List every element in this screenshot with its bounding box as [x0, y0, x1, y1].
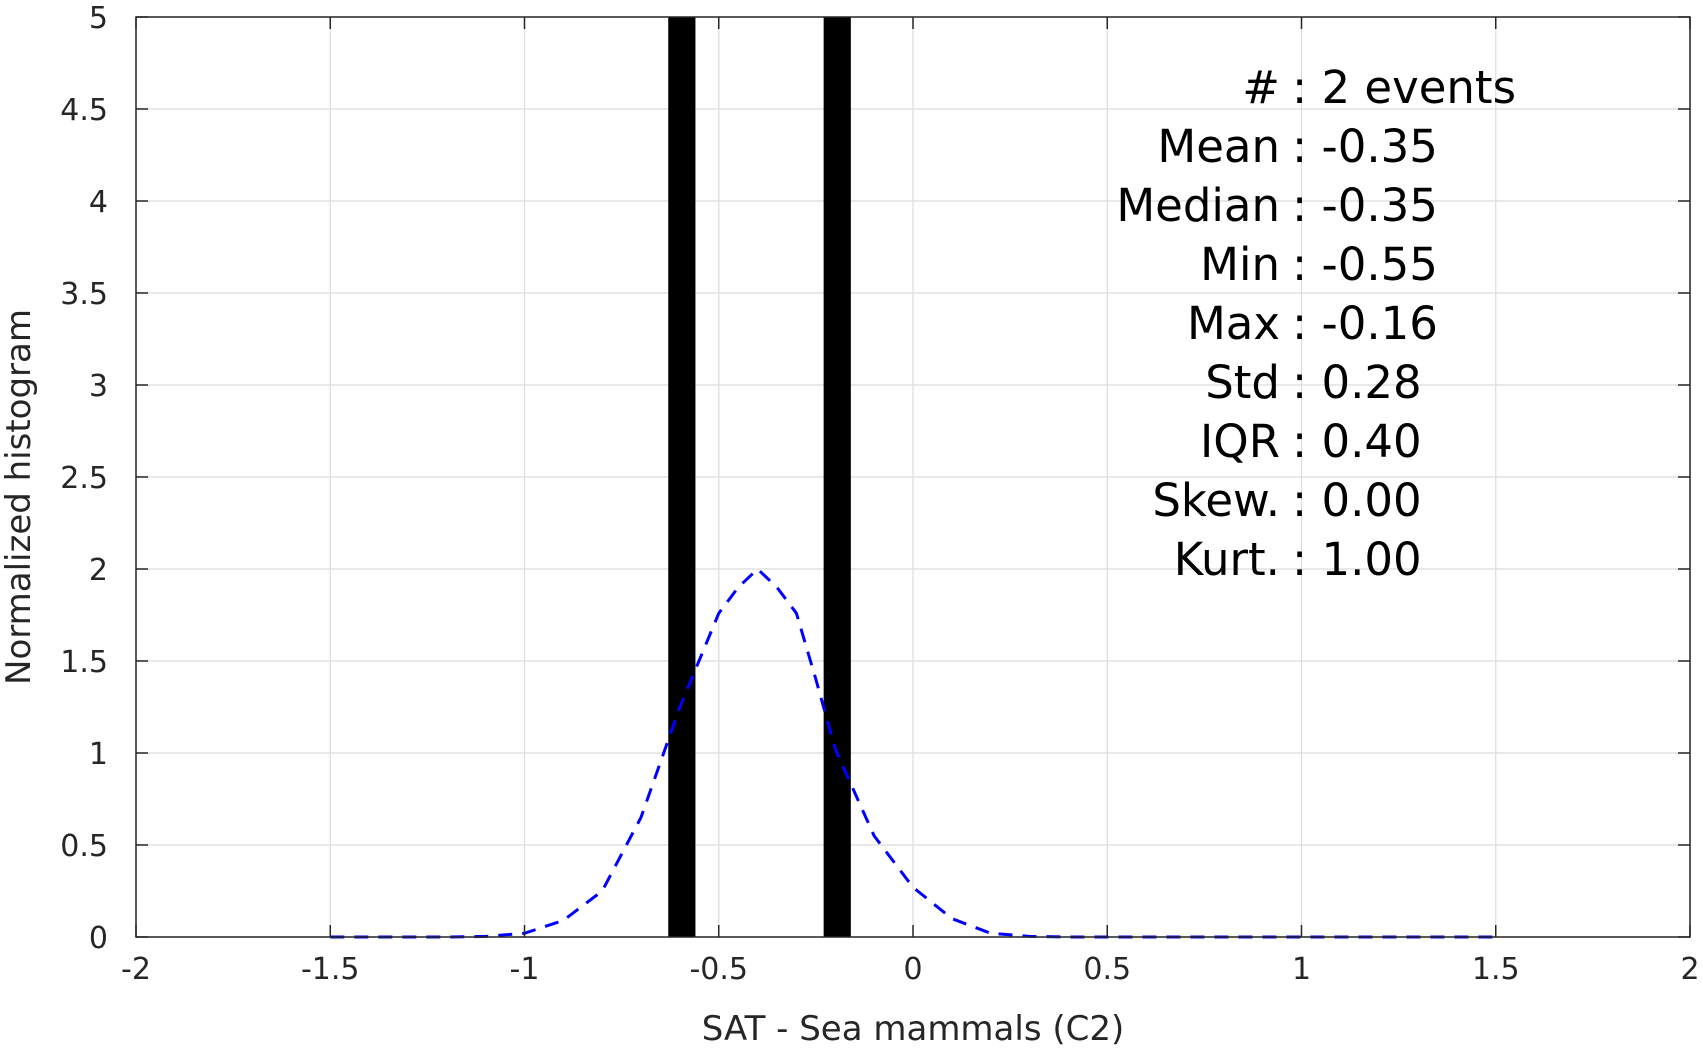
fit-curve-line: [330, 566, 1496, 939]
histogram-bar: [823, 17, 851, 937]
y-tick-label: 1.5: [60, 645, 108, 680]
y-tick-labels: 0 0.5 1 1.5 2 2.5 3 3.5 4 4.5 5: [60, 1, 108, 956]
stat-value: : -0.16: [1292, 297, 1438, 350]
y-tick-label: 2.5: [60, 461, 108, 496]
x-tick-label: 0.5: [1083, 952, 1131, 987]
y-tick-label: 0: [89, 921, 108, 956]
y-tick-label: 1: [89, 737, 108, 772]
x-tick-label: -1: [510, 952, 540, 987]
stat-value: : 1.00: [1292, 533, 1422, 586]
y-tick-label: 5: [89, 1, 108, 36]
y-axis-label: Normalized histogram: [0, 309, 39, 685]
stat-label: Min: [1200, 238, 1280, 291]
stat-value: : -0.35: [1292, 179, 1438, 232]
stat-label: Mean: [1157, 120, 1280, 173]
x-tick-label: 2: [1680, 952, 1699, 987]
y-tick-label: 2: [89, 553, 108, 588]
x-tick-label: -2: [121, 952, 151, 987]
y-tick-label: 4.5: [60, 93, 108, 128]
stat-label: Median: [1116, 179, 1280, 232]
y-tick-label: 4: [89, 185, 108, 220]
stat-value: : 0.00: [1292, 474, 1422, 527]
stat-label: Skew.: [1152, 474, 1280, 527]
stat-value: : 2 events: [1292, 61, 1516, 114]
x-tick-label: 1.5: [1472, 952, 1520, 987]
x-tick-label: -0.5: [689, 952, 748, 987]
y-tick-label: 0.5: [60, 829, 108, 864]
y-tick-label: 3: [89, 369, 108, 404]
stat-value: : 0.28: [1292, 356, 1422, 409]
x-tick-label: 0: [903, 952, 922, 987]
stat-value: : 0.40: [1292, 415, 1422, 468]
x-axis-label: SAT - Sea mammals (C2): [702, 1009, 1125, 1049]
y-tick-label: 3.5: [60, 277, 108, 312]
stat-label: Std: [1205, 356, 1280, 409]
x-tick-label: 1: [1292, 952, 1311, 987]
x-tick-labels: -2 -1.5 -1 -0.5 0 0.5 1 1.5 2: [121, 952, 1700, 987]
stat-value: : -0.55: [1292, 238, 1438, 291]
stat-label: Max: [1187, 297, 1280, 350]
stat-label: IQR: [1200, 415, 1280, 468]
histogram-bar: [668, 17, 696, 937]
stat-label: Kurt.: [1174, 533, 1280, 586]
axis-ticks: [135, 16, 1691, 938]
x-tick-label: -1.5: [301, 952, 360, 987]
grid-lines: [135, 16, 1691, 938]
histogram-bars: [668, 17, 851, 937]
stat-label: #: [1242, 61, 1280, 114]
stat-value: : -0.35: [1292, 120, 1438, 173]
